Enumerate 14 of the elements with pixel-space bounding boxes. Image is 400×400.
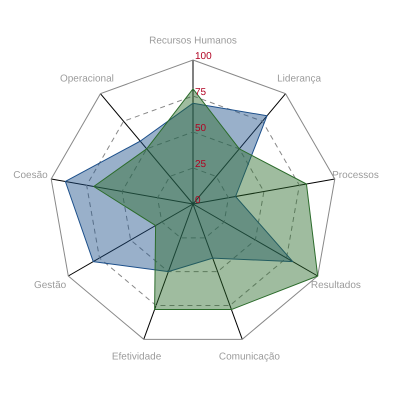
spoke-label: Recursos Humanos bbox=[149, 36, 237, 46]
spoke-label: Resultados bbox=[310, 280, 361, 291]
spoke-label: Operacional bbox=[60, 74, 114, 85]
y-tick-label: 100 bbox=[195, 51, 212, 62]
spoke-label: Processos bbox=[332, 170, 379, 182]
y-tick-label: 75 bbox=[195, 87, 207, 98]
spoke-label: Liderança bbox=[277, 74, 322, 85]
y-tick-label: 50 bbox=[195, 123, 207, 134]
spoke-label: Efetividade bbox=[112, 352, 162, 363]
spoke-label: Coesão bbox=[13, 170, 48, 182]
y-tick-label: 0 bbox=[195, 195, 201, 206]
spoke-label: Comunicação bbox=[218, 352, 280, 363]
spoke-label: Gestão bbox=[34, 280, 67, 291]
y-tick-label: 25 bbox=[195, 159, 207, 170]
